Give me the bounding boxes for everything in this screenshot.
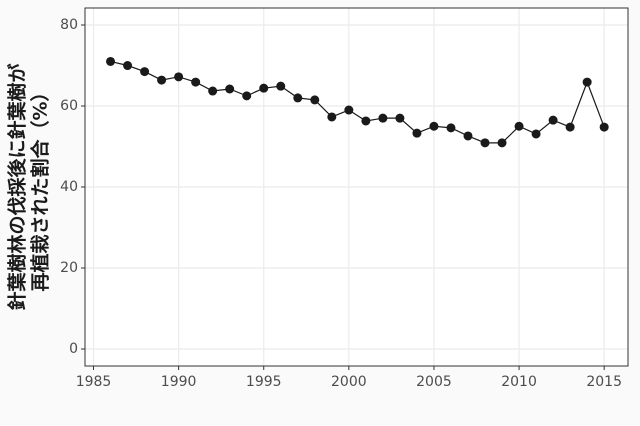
data-point bbox=[378, 113, 388, 123]
data-point bbox=[565, 122, 575, 132]
data-point bbox=[225, 84, 235, 94]
y-tick-label: 80 bbox=[60, 17, 78, 33]
data-point bbox=[344, 105, 354, 115]
data-point bbox=[259, 83, 269, 93]
data-point bbox=[327, 112, 337, 122]
data-point bbox=[140, 67, 150, 77]
plot-border bbox=[84, 7, 629, 367]
data-point bbox=[429, 121, 439, 131]
x-tick-label: 1995 bbox=[246, 374, 282, 390]
data-point bbox=[599, 122, 609, 132]
x-tick-label: 2005 bbox=[416, 374, 452, 390]
x-tick-label: 2015 bbox=[586, 374, 622, 390]
data-point bbox=[191, 77, 201, 87]
y-tick-label: 20 bbox=[60, 260, 78, 276]
x-tick-label: 1990 bbox=[161, 374, 197, 390]
data-point bbox=[446, 123, 456, 133]
data-point bbox=[276, 81, 286, 91]
y-tick-label: 40 bbox=[60, 179, 78, 195]
data-point bbox=[582, 77, 592, 87]
data-point bbox=[106, 56, 116, 66]
data-point bbox=[480, 138, 490, 148]
y-axis-title-line: 針葉樹林の伐採後に針葉樹が bbox=[6, 63, 29, 310]
y-tick-label: 60 bbox=[60, 98, 78, 114]
data-point bbox=[157, 75, 167, 85]
data-point bbox=[208, 86, 218, 96]
x-tick-label: 1985 bbox=[76, 374, 112, 390]
data-point bbox=[242, 91, 252, 101]
data-point bbox=[531, 129, 541, 139]
x-tick-label: 2000 bbox=[331, 374, 367, 390]
data-point bbox=[293, 93, 303, 103]
data-point bbox=[310, 95, 320, 105]
data-point bbox=[361, 116, 371, 126]
data-point bbox=[497, 138, 507, 148]
data-point bbox=[548, 115, 558, 125]
y-axis-title: 針葉樹林の伐採後に針葉樹が 再植栽された割合（%） bbox=[6, 63, 52, 310]
data-point bbox=[463, 131, 473, 141]
data-point bbox=[174, 72, 184, 82]
data-point bbox=[123, 61, 133, 71]
data-point bbox=[412, 128, 422, 138]
data-point bbox=[395, 113, 405, 123]
y-tick-label: 0 bbox=[69, 341, 78, 357]
data-point bbox=[514, 121, 524, 131]
x-tick-label: 2010 bbox=[501, 374, 537, 390]
y-axis-title-line: 再植栽された割合（%） bbox=[29, 82, 52, 291]
